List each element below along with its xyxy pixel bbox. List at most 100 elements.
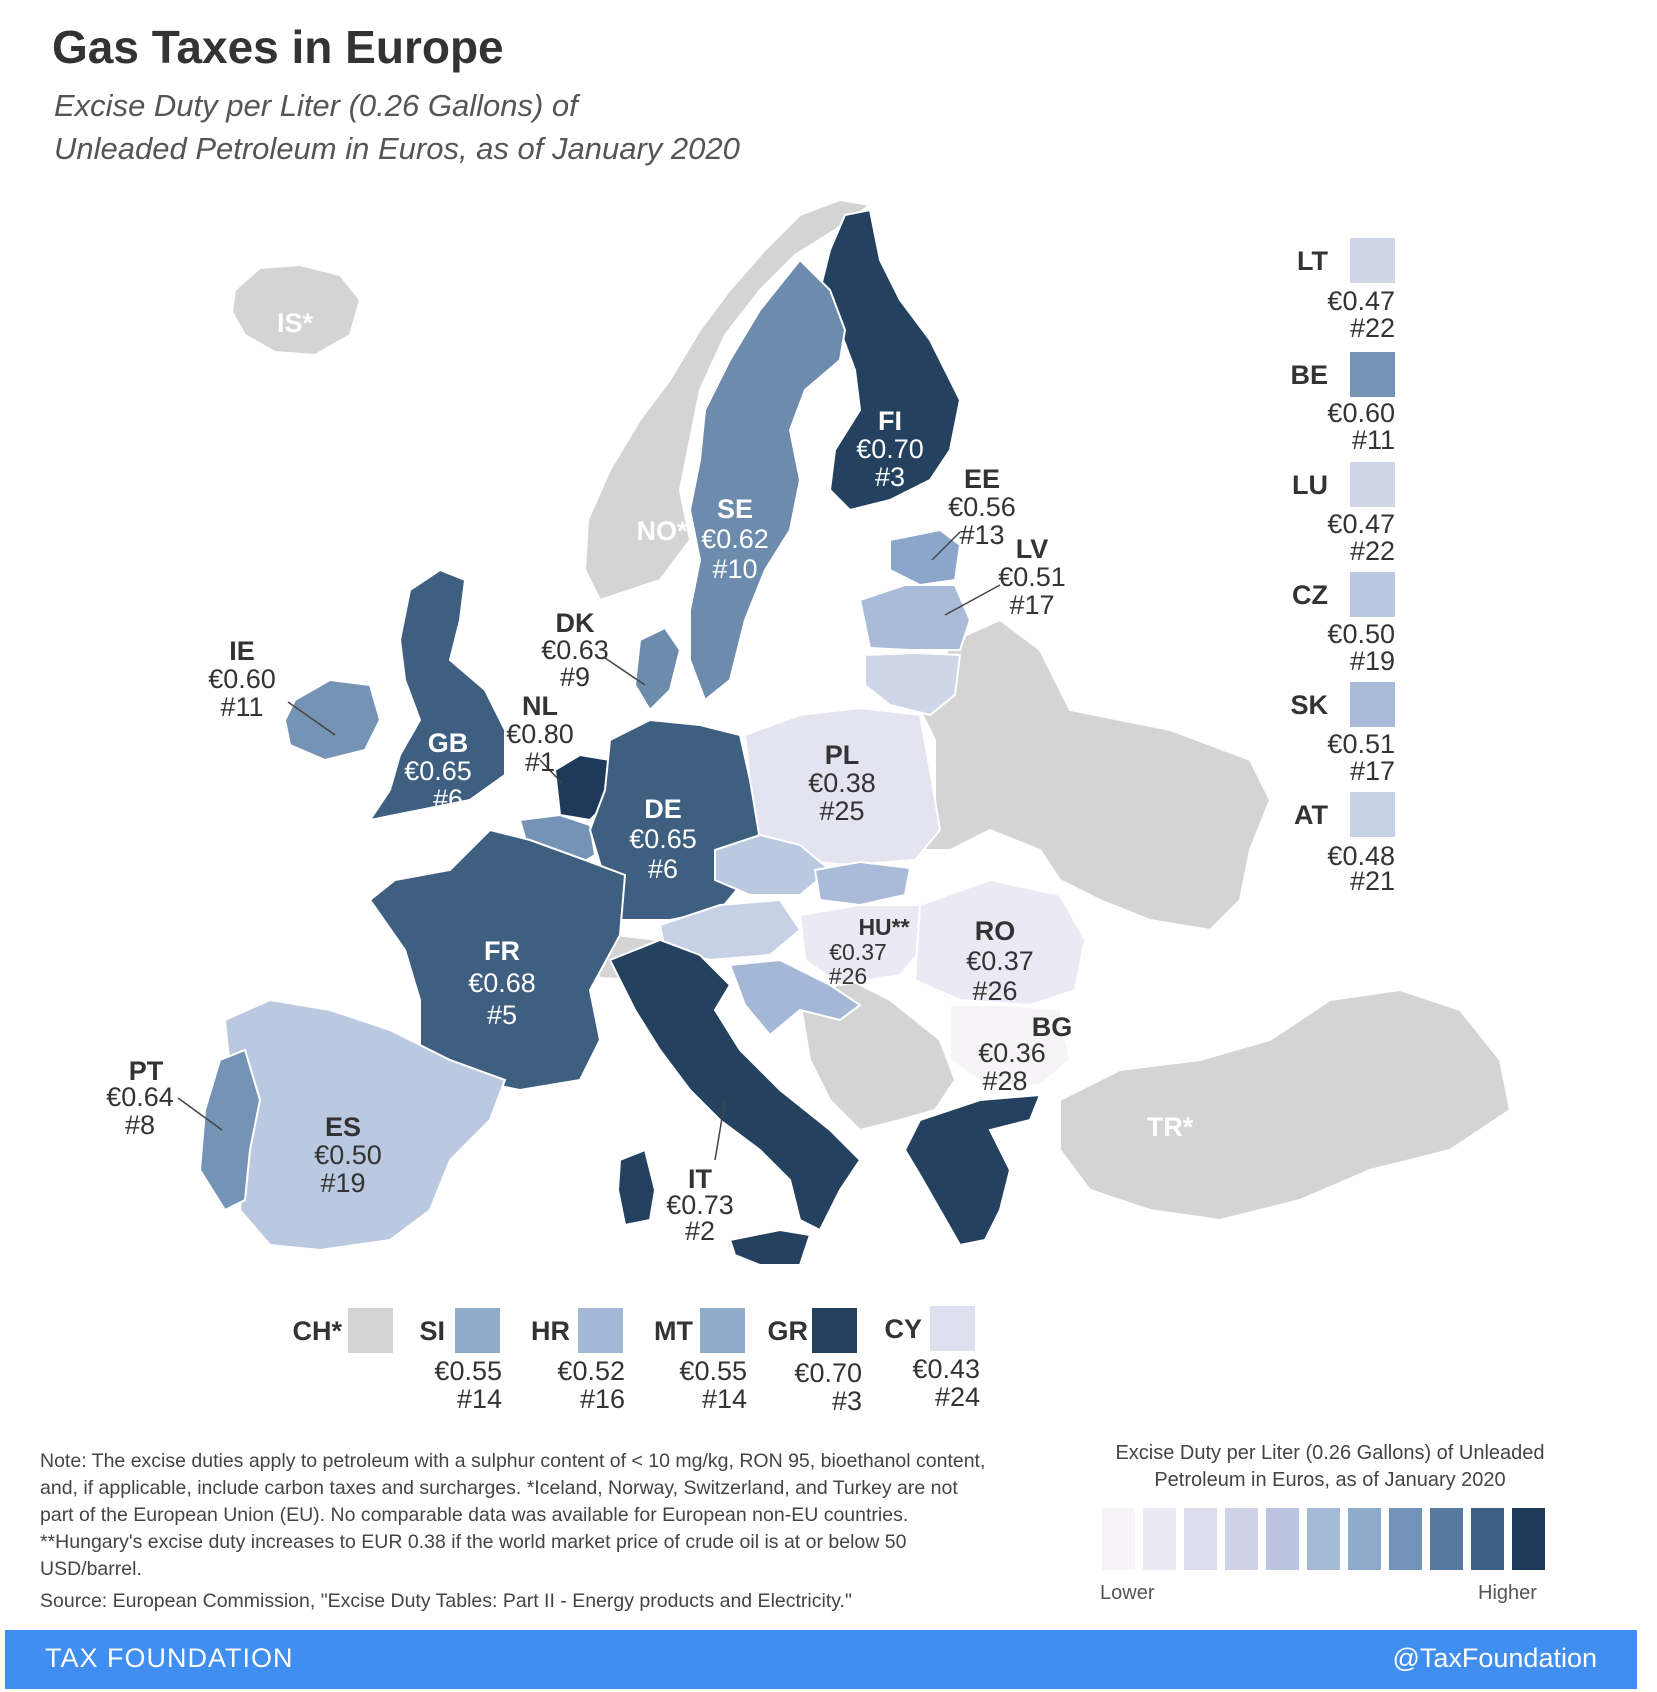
svg-text:#22: #22 xyxy=(1350,313,1395,343)
source-note: Source: European Commission, "Excise Dut… xyxy=(40,1590,852,1612)
svg-text:#11: #11 xyxy=(1352,425,1395,455)
bottom-legend-si-swatch xyxy=(455,1308,500,1353)
svg-text:€0.60: €0.60 xyxy=(1327,398,1395,428)
legend-low-label: Lower xyxy=(1100,1582,1155,1604)
side-legend-lt: LT €0.47 #22 xyxy=(1297,238,1395,343)
color-scale-step-9 xyxy=(1430,1508,1463,1570)
label-sweden: SE €0.62 #10 xyxy=(701,494,769,584)
page-subtitle: Excise Duty per Liter (0.26 Gallons) of … xyxy=(54,84,740,170)
label-italy: IT €0.73 #2 xyxy=(666,1164,734,1246)
finland-code: FI xyxy=(878,406,902,436)
romania-shape xyxy=(913,878,1087,1007)
denmark-code: DK xyxy=(556,608,595,638)
svg-text:€0.48: €0.48 xyxy=(1327,841,1395,871)
bottom-legend: CH* SI €0.55 #14 HR €0.52 #16 MT €0.55 #… xyxy=(292,1306,980,1416)
color-scale-step-11 xyxy=(1512,1508,1545,1570)
portugal-value: €0.64 xyxy=(106,1082,174,1112)
russia-belarus-ukraine-shape xyxy=(913,618,1272,932)
label-great-britain: GB €0.65 #6 xyxy=(404,728,472,814)
label-iceland: IS* xyxy=(277,308,314,338)
france-shape xyxy=(368,828,627,1092)
bulgaria-rank: #28 xyxy=(982,1066,1027,1096)
side-legend: LT €0.47 #22 BE €0.60 #11 LU €0.47 #22 C… xyxy=(1290,238,1395,896)
poland-shape xyxy=(743,706,942,867)
color-scale-step-7 xyxy=(1348,1508,1381,1570)
france-rank: #5 xyxy=(487,1000,517,1030)
ireland-value: €0.60 xyxy=(208,664,276,694)
denmark-shape xyxy=(633,626,682,712)
footer-bar: TAX FOUNDATION @TaxFoundation xyxy=(5,1630,1637,1689)
svg-text:€0.55: €0.55 xyxy=(679,1356,747,1386)
norway-shape xyxy=(583,198,873,602)
side-legend-sk-swatch xyxy=(1350,682,1395,727)
footer-brand[interactable]: TAX FOUNDATION xyxy=(45,1643,294,1673)
side-legend-cz: CZ €0.50 #19 xyxy=(1292,572,1395,676)
bottom-legend-gr: GR €0.70 #3 xyxy=(768,1308,862,1416)
great-britain-code: GB xyxy=(428,728,469,758)
great-britain-rank: #6 xyxy=(433,784,463,814)
poland-code: PL xyxy=(825,740,860,770)
svg-text:CZ: CZ xyxy=(1292,580,1328,610)
svg-text:€0.43: €0.43 xyxy=(912,1354,980,1384)
svg-text:CY: CY xyxy=(884,1314,922,1344)
bulgaria-shape xyxy=(949,1004,1072,1086)
label-ireland: IE €0.60 #11 xyxy=(208,636,276,722)
sicily-shape xyxy=(728,1228,812,1266)
spain-code: ES xyxy=(325,1112,361,1142)
svg-text:GR: GR xyxy=(768,1316,809,1346)
hungary-value: €0.37 xyxy=(829,939,887,965)
estonia-code: EE xyxy=(964,464,1000,494)
sardinia-shape xyxy=(616,1148,657,1227)
legend-high-label: Higher xyxy=(1478,1582,1537,1604)
poland-rank: #25 xyxy=(819,796,864,826)
svg-text:€0.50: €0.50 xyxy=(1327,619,1395,649)
label-netherlands: NL €0.80 #1 xyxy=(506,691,574,777)
bottom-legend-si: SI €0.55 #14 xyxy=(419,1308,502,1414)
italy-shape xyxy=(608,938,862,1232)
leader-lines xyxy=(177,531,1001,1161)
label-france: FR €0.68 #5 xyxy=(468,936,536,1030)
color-scale xyxy=(1102,1508,1545,1570)
svg-text:#14: #14 xyxy=(702,1384,747,1414)
svg-text:#19: #19 xyxy=(1350,646,1395,676)
poland-value: €0.38 xyxy=(808,768,876,798)
svg-text:€0.47: €0.47 xyxy=(1327,509,1395,539)
bulgaria-value: €0.36 xyxy=(978,1038,1046,1068)
svg-text:#22: #22 xyxy=(1350,536,1395,566)
portugal-rank: #8 xyxy=(125,1110,155,1140)
denmark-value: €0.63 xyxy=(541,635,609,665)
svg-text:AT: AT xyxy=(1294,800,1328,830)
slovakia-shape xyxy=(813,860,912,907)
svg-text:CH*: CH* xyxy=(292,1316,342,1346)
color-scale-step-4 xyxy=(1225,1508,1258,1570)
legend-title: Excise Duty per Liter (0.26 Gallons) of … xyxy=(1115,1442,1545,1491)
netherlands-code: NL xyxy=(522,691,558,721)
czechia-shape xyxy=(714,833,832,896)
footer-handle[interactable]: @TaxFoundation xyxy=(1392,1643,1597,1673)
svg-text:€0.51: €0.51 xyxy=(1327,729,1395,759)
side-legend-cz-swatch xyxy=(1350,572,1395,617)
label-poland: PL €0.38 #25 xyxy=(808,740,876,826)
portugal-code: PT xyxy=(129,1056,164,1086)
page-title: Gas Taxes in Europe xyxy=(52,21,504,73)
sweden-code: SE xyxy=(717,494,753,524)
latvia-rank: #17 xyxy=(1009,590,1054,620)
svg-text:#24: #24 xyxy=(935,1382,980,1412)
label-denmark: DK €0.63 #9 xyxy=(541,608,609,692)
subtitle-line-2: Unleaded Petroleum in Euros, as of Janua… xyxy=(54,131,740,166)
svg-text:#3: #3 xyxy=(832,1386,862,1416)
bottom-legend-gr-swatch xyxy=(812,1308,857,1353)
greece-shape xyxy=(903,1093,1042,1247)
spain-rank: #19 xyxy=(320,1168,365,1198)
great-britain-value: €0.65 xyxy=(404,756,472,786)
side-legend-lu: LU €0.47 #22 xyxy=(1292,462,1395,566)
svg-text:€0.47: €0.47 xyxy=(1327,286,1395,316)
side-legend-lt-swatch xyxy=(1350,238,1395,283)
ireland-shape xyxy=(283,678,382,762)
sweden-shape xyxy=(688,258,847,702)
great-britain-shape xyxy=(367,568,506,822)
label-estonia: EE €0.56 #13 xyxy=(948,464,1016,550)
svg-text:LT: LT xyxy=(1297,246,1328,276)
latvia-shape xyxy=(858,584,972,651)
turkey-shape xyxy=(1059,988,1512,1222)
